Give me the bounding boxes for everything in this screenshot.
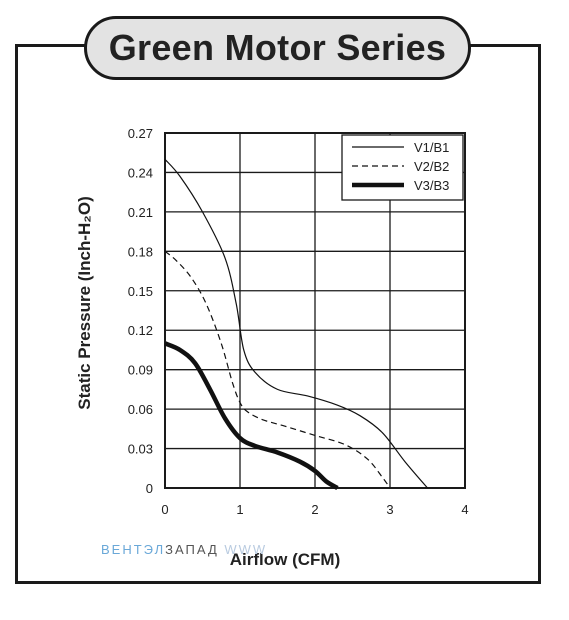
title-banner: Green Motor Series: [84, 16, 471, 80]
legend-label-1: V1/B1: [414, 140, 449, 155]
watermark-part-3: WWW: [224, 542, 268, 557]
y-tick-label: 0.21: [128, 205, 153, 220]
legend-label-3: V3/B3: [414, 178, 449, 193]
y-tick-label: 0.15: [128, 284, 153, 299]
x-tick-label: 1: [236, 502, 243, 517]
y-tick-label: 0.27: [128, 126, 153, 141]
series-lines: [164, 158, 428, 490]
series-line-1: [164, 158, 428, 489]
y-axis-label: Static Pressure (Inch-H₂O): [75, 196, 94, 410]
y-tick-label: 0.18: [128, 244, 153, 259]
watermark: ВЕНТЭЛЗАПАД WWW: [101, 542, 267, 557]
tick-labels: 0 1 2 3 4 0 0.03 0.06 0.09 0.12 0.15 0.18 0.21 0.24 0.…: [128, 126, 469, 517]
series-line-3: [164, 341, 339, 490]
y-tick-label: 0.09: [128, 363, 153, 378]
x-tick-label: 0: [161, 502, 168, 517]
grid-lines: [165, 133, 465, 488]
watermark-part-2: ЗАПАД: [165, 542, 219, 557]
legend-label-2: V2/B2: [414, 159, 449, 174]
y-tick-label: 0.03: [128, 442, 153, 457]
x-tick-label: 4: [461, 502, 468, 517]
y-tick-label: 0.12: [128, 323, 153, 338]
x-tick-label: 2: [311, 502, 318, 517]
x-tick-label: 3: [386, 502, 393, 517]
legend: V1/B1 V2/B2 V3/B3: [341, 134, 464, 201]
y-tick-label: 0: [146, 481, 153, 496]
legend-box: [341, 134, 464, 201]
x-axis-label: Airflow (CFM): [230, 550, 340, 569]
series-line-2: [164, 250, 391, 489]
watermark-part-1: ВЕНТЭЛ: [101, 542, 166, 557]
y-tick-label: 0.06: [128, 402, 153, 417]
y-tick-label: 0.24: [128, 165, 153, 180]
page-title: Green Motor Series: [108, 27, 447, 68]
plot-area-border: [164, 132, 466, 489]
